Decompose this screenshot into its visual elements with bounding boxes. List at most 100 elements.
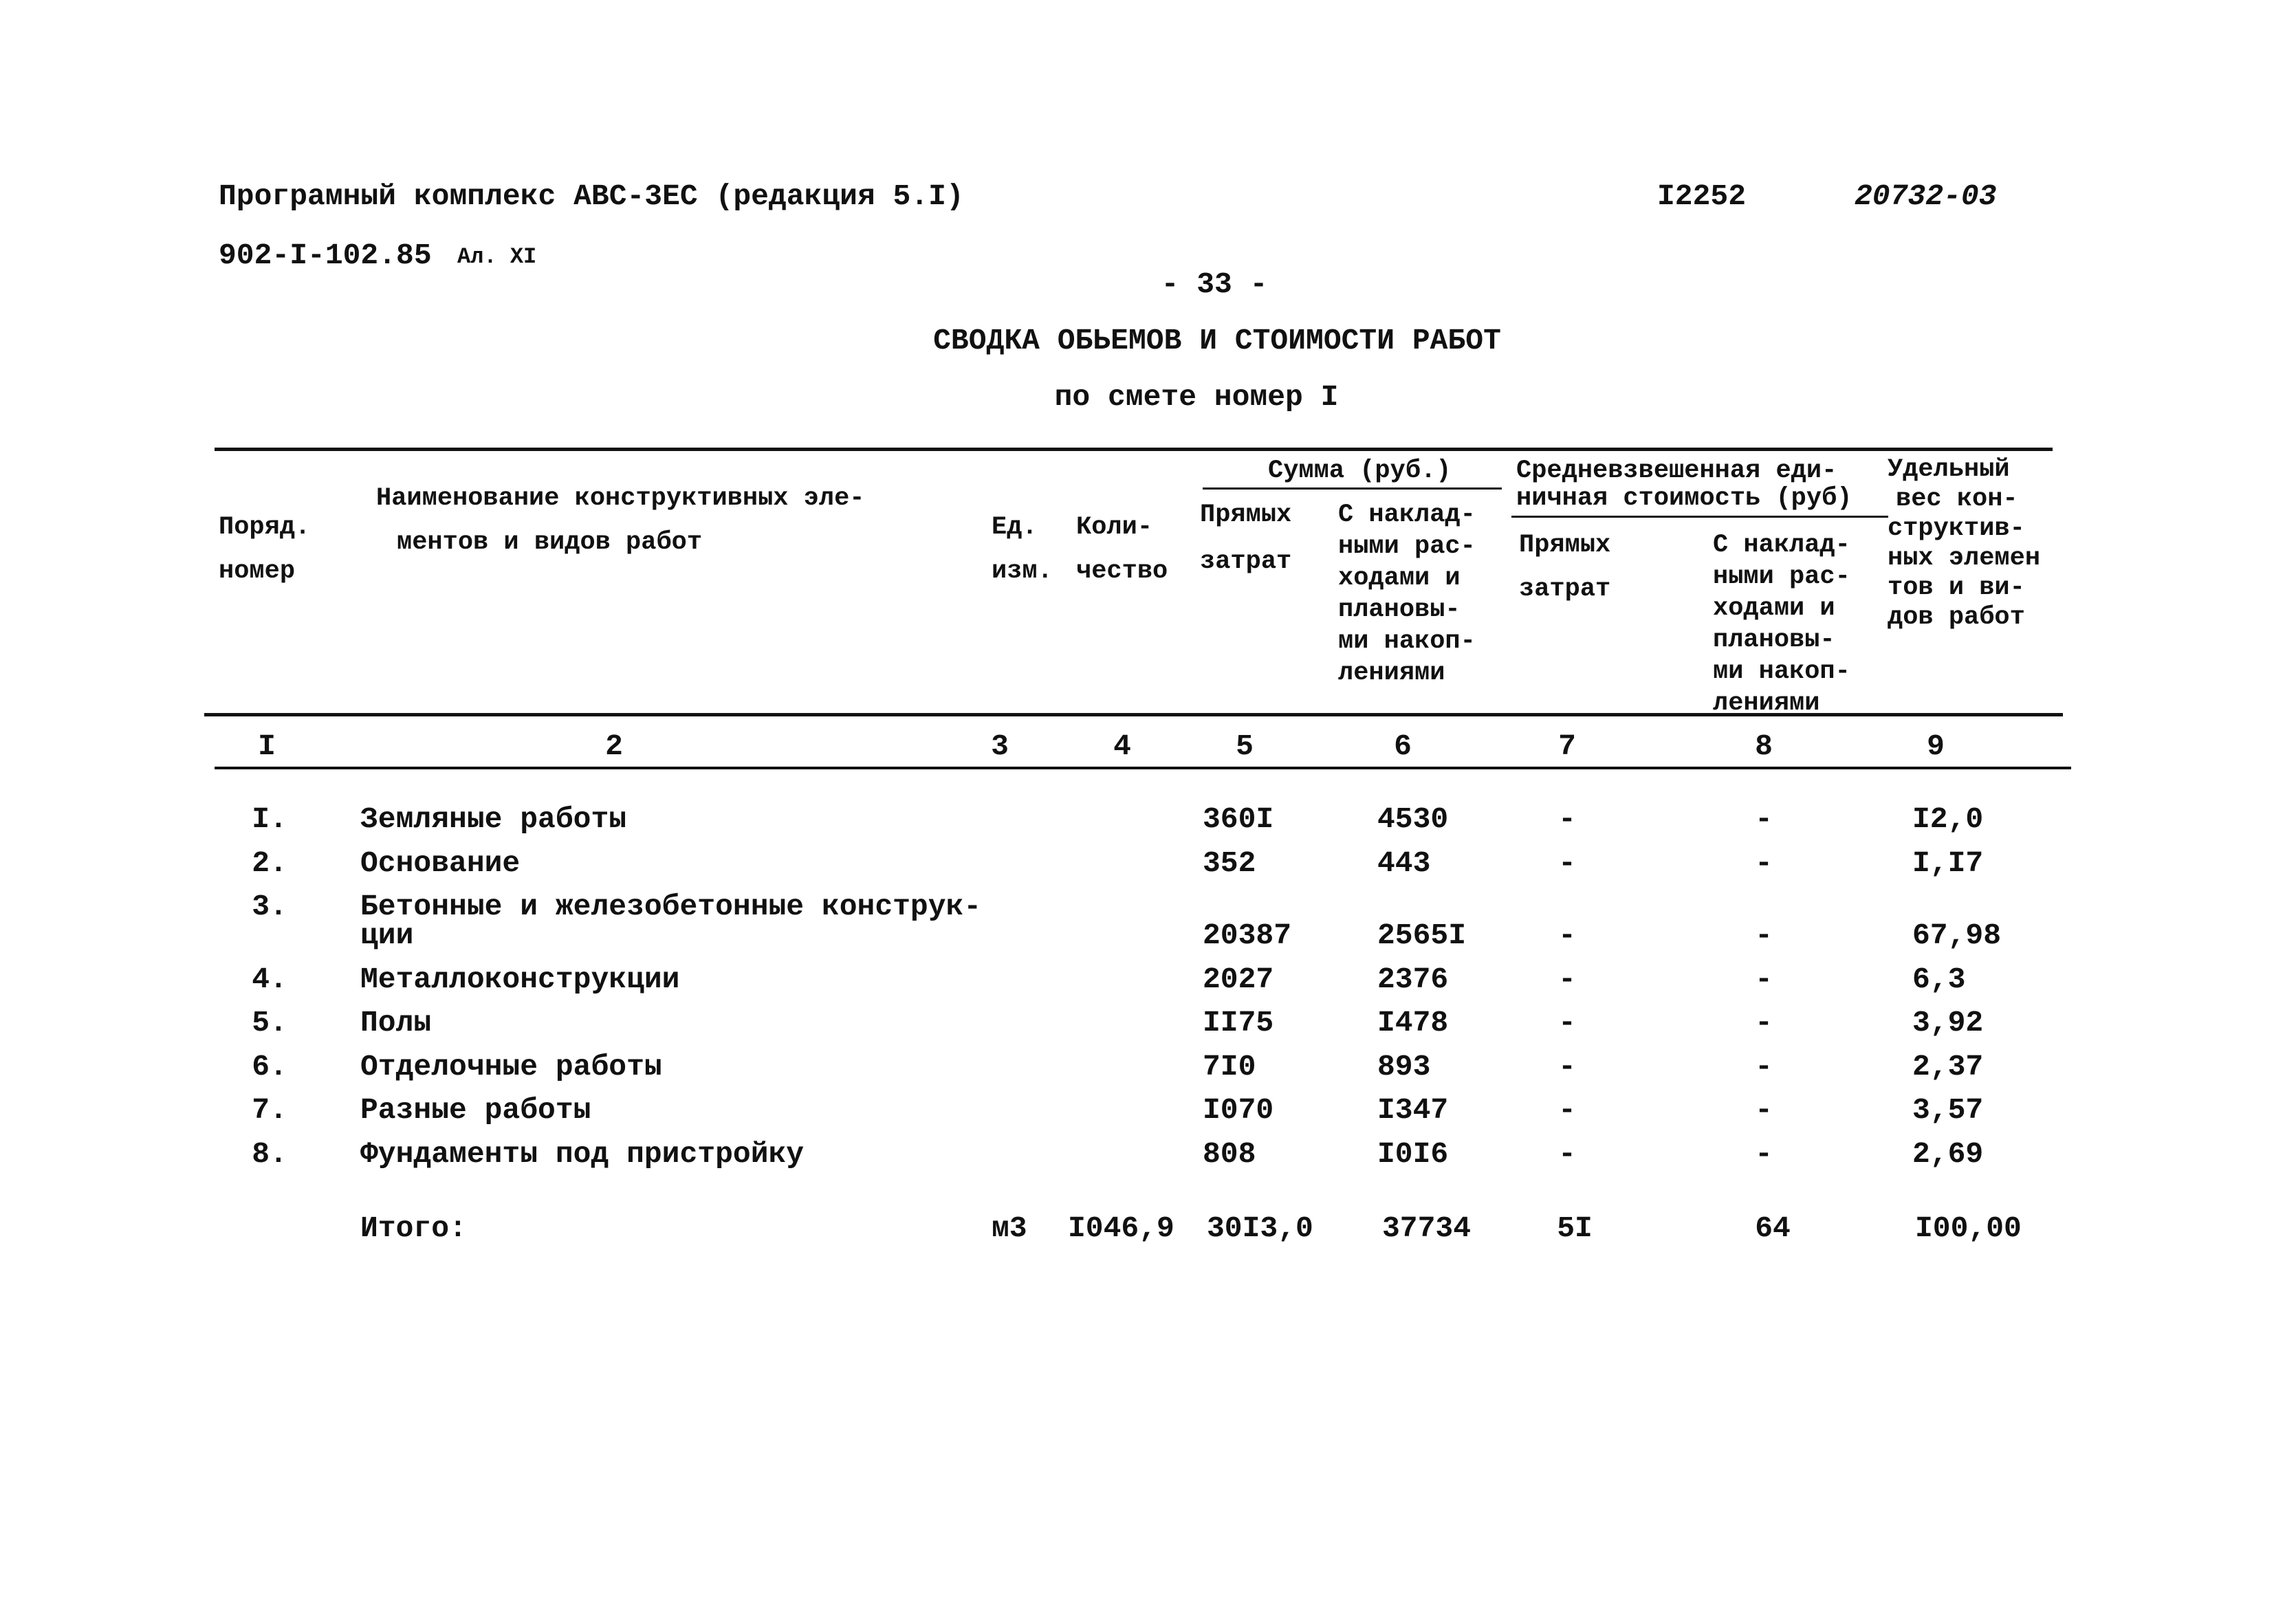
header-line: затрат (1519, 575, 1611, 604)
header-sum-direct: Прямых затрат (1200, 499, 1291, 578)
header-line: структив- (1888, 514, 2025, 543)
row-number: 8. (252, 1137, 287, 1171)
row-direct-cost: 352 (1203, 846, 1256, 880)
row-number: 2. (252, 846, 287, 880)
row-number: 4. (252, 962, 287, 996)
row-avg-overhead: - (1755, 802, 1773, 836)
column-number: 4 (1113, 729, 1131, 763)
header-line: Поряд. (219, 513, 311, 542)
total-overhead-cost: 37734 (1382, 1211, 1472, 1245)
table-top-rule (215, 448, 2053, 451)
row-avg-direct: - (1558, 1137, 1576, 1171)
page-subtitle: по смете номер I (1054, 380, 1339, 414)
column-number: 5 (1236, 729, 1254, 763)
header-order: Поряд. номер (219, 512, 310, 587)
header-name: Наименование конструктивных эле- ментов … (376, 483, 865, 558)
row-avg-overhead: - (1755, 1137, 1773, 1171)
total-label: Итого: (360, 1211, 467, 1245)
row-avg-overhead: - (1755, 1049, 1773, 1084)
row-avg-direct: - (1558, 919, 1576, 952)
avg-group-underline (1511, 516, 1888, 518)
sum-group-underline (1203, 487, 1502, 490)
header-line: ных элемен (1888, 544, 2041, 573)
row-overhead-cost: I0I6 (1377, 1137, 1449, 1171)
row-name: Земляные работы (360, 802, 627, 836)
header-line: ными рас- (1338, 532, 1476, 561)
header-line: С наклад- (1338, 501, 1476, 529)
row-avg-overhead: - (1755, 919, 1773, 952)
row-avg-direct: - (1558, 1049, 1576, 1084)
row-avg-overhead: - (1755, 962, 1773, 996)
header-line: ничная стоимость (руб) (1516, 484, 1852, 513)
row-name: Фундаменты под пристройку (360, 1137, 805, 1171)
row-avg-direct: - (1558, 1006, 1576, 1040)
project-number: 902-I-102.85 (219, 239, 432, 272)
total-unit: м3 (992, 1211, 1027, 1245)
total-avg-overhead: 64 (1755, 1211, 1791, 1245)
column-number: I (258, 729, 276, 763)
header-line: Средневзвешенная еди- (1516, 457, 1837, 485)
column-number: 7 (1558, 729, 1576, 763)
row-avg-direct: - (1558, 846, 1576, 880)
row-number: I. (252, 802, 287, 836)
row-direct-cost: 7I0 (1203, 1049, 1256, 1084)
row-direct-cost: 20387 (1203, 919, 1292, 952)
row-avg-overhead: - (1755, 1006, 1773, 1040)
header-avg-group: Средневзвешенная еди- ничная стоимость (… (1516, 455, 1852, 514)
total-direct-cost: 30I3,0 (1207, 1211, 1313, 1245)
program-name: Програмный комплекс АВС-3ЕС (редакция 5.… (219, 179, 964, 213)
header-line: Прямых (1519, 531, 1611, 560)
row-share: I2,0 (1912, 802, 1984, 836)
row-avg-overhead: - (1755, 1093, 1773, 1127)
document-number: 20732-03 (1855, 179, 1997, 213)
page-number: - 33 - (1161, 267, 1268, 301)
header-avg-direct: Прямых затрат (1519, 529, 1610, 605)
header-unit: Ед. изм. (992, 512, 1053, 587)
header-line: лениями (1338, 659, 1445, 688)
header-line: лениями (1713, 689, 1820, 718)
row-avg-direct: - (1558, 1093, 1576, 1127)
header-line: ходами и (1713, 594, 1835, 623)
row-share: 3,57 (1912, 1093, 1984, 1127)
row-name: ции (360, 919, 414, 952)
row-share: 2,69 (1912, 1137, 1984, 1171)
total-share: I00,00 (1915, 1211, 2022, 1245)
total-avg-direct: 5I (1557, 1211, 1593, 1245)
column-number: 6 (1394, 729, 1412, 763)
row-name: Бетонные и железобетонные конструк- (360, 890, 982, 923)
column-number: 9 (1927, 729, 1945, 763)
row-name: Разные работы (360, 1093, 591, 1127)
header-line: изм. (992, 557, 1053, 586)
column-numbers-rule (215, 767, 2071, 769)
row-name: Металлоконструкции (360, 962, 680, 996)
header-line: ментов и видов работ (397, 528, 703, 557)
code-number: I2252 (1657, 179, 1747, 213)
column-number: 2 (605, 729, 623, 763)
row-share: 67,98 (1912, 919, 2002, 952)
header-line: вес кон- (1896, 485, 2018, 514)
header-line: Прямых (1200, 501, 1292, 529)
row-avg-direct: - (1558, 802, 1576, 836)
row-avg-direct: - (1558, 962, 1576, 996)
header-line: Удельный (1888, 455, 2010, 484)
header-quantity: Коли- чество (1076, 512, 1168, 587)
row-overhead-cost: 893 (1377, 1049, 1431, 1084)
row-number: 5. (252, 1006, 287, 1040)
row-direct-cost: 360I (1203, 802, 1274, 836)
header-line: ходами и (1338, 564, 1461, 593)
row-share: I,I7 (1912, 846, 1984, 880)
header-line: плановы- (1338, 595, 1461, 624)
header-line: Ед. (992, 513, 1038, 542)
total-quantity: I046,9 (1068, 1211, 1174, 1245)
row-overhead-cost: I347 (1377, 1093, 1449, 1127)
header-line: Наименование конструктивных эле- (376, 484, 865, 513)
row-share: 3,92 (1912, 1006, 1984, 1040)
row-direct-cost: I070 (1203, 1093, 1274, 1127)
album-number: Ал. XI (457, 244, 537, 270)
row-share: 2,37 (1912, 1049, 1984, 1084)
row-number: 7. (252, 1093, 287, 1127)
row-overhead-cost: 2376 (1377, 962, 1449, 996)
header-line: ми накоп- (1338, 627, 1476, 656)
header-line: номер (219, 557, 296, 586)
column-number: 3 (991, 729, 1009, 763)
